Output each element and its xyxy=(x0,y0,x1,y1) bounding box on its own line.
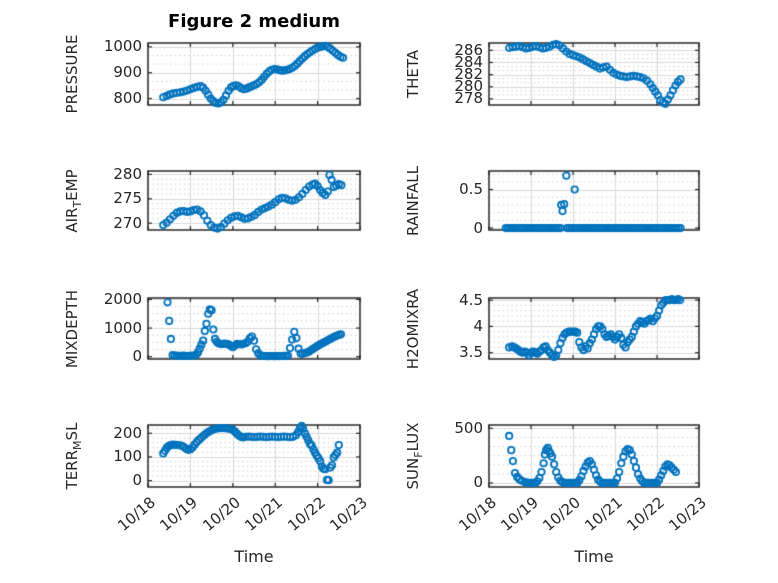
y-tick-label: 900 xyxy=(113,63,142,82)
x-axis-label: Time xyxy=(574,547,614,566)
x-tick-label: 10/20 xyxy=(539,493,584,535)
y-axis-label-text: RAINFALL xyxy=(404,165,422,236)
x-tick-label: 10/23 xyxy=(665,493,710,535)
x-tick-label: 10/22 xyxy=(283,493,329,535)
subplot-terrmsl: 0 100 200 TERRMSL 10/18 10/19 10/20 10/21 10/22 1… xyxy=(63,416,371,566)
y-tick-label: 270 xyxy=(113,213,142,232)
y-axis-label-text: MIXDEPTH xyxy=(63,289,81,368)
y-axis-label-subscript: F xyxy=(412,451,425,458)
y-axis-label-text: EMP xyxy=(63,168,81,201)
y-axis-label-subscript: M xyxy=(71,440,84,450)
plot-area-theta xyxy=(480,34,708,114)
y-axis-label-text: H2OMIXRA xyxy=(404,288,422,369)
plot-area-airtemp xyxy=(139,162,369,239)
y-tick-label: 800 xyxy=(113,89,142,108)
x-tick-label: 10/19 xyxy=(156,493,202,535)
y-axis-label-text: THETA xyxy=(404,49,422,99)
y-tick-label: 275 xyxy=(113,189,142,208)
y-tick-label: 3.5 xyxy=(459,343,483,362)
subplot-h2omixra: 3.5 4 4.5 H2OMIXRA xyxy=(404,288,708,369)
y-tick-label: 0.5 xyxy=(459,180,483,198)
y-tick-label: 4 xyxy=(473,316,483,335)
y-tick-label: 280 xyxy=(454,77,483,96)
y-tick-label: 282 xyxy=(454,65,483,84)
y-tick-label: 500 xyxy=(454,418,483,437)
plot-area-pressure xyxy=(139,34,369,114)
y-tick-label: 200 xyxy=(113,423,142,442)
y-tick-label: 4.5 xyxy=(459,290,483,309)
y-axis-label-subscript: T xyxy=(71,200,84,208)
x-axis-label: Time xyxy=(234,547,274,566)
y-axis-label-text: PRESSURE xyxy=(63,34,81,114)
y-tick-label: 1000 xyxy=(103,318,142,337)
subplot-theta: 278 280 282 284 286 THETA xyxy=(404,34,708,114)
subplot-sunflux: 0 500 SUNFLUX 10/18 10/19 10/20 10/21 10/22 10/2… xyxy=(404,416,710,566)
plot-area-mixdepth xyxy=(139,289,369,368)
subplot-rainfall: 0 0.5 RAINFALL xyxy=(404,162,708,239)
y-axis-label-text: TERR xyxy=(63,449,81,490)
y-tick-label: 278 xyxy=(454,89,483,108)
subplot-airtemp: 270 275 280 AIRTEMP xyxy=(63,162,369,239)
y-tick-label: 0 xyxy=(132,471,142,490)
y-tick-label: 280 xyxy=(113,164,142,183)
plot-area-sunflux xyxy=(480,416,708,496)
y-axis-label-terrmsl: TERRMSL xyxy=(62,376,84,536)
plot-area-terrmsl xyxy=(139,416,369,496)
x-tick-label: 10/18 xyxy=(455,493,500,535)
x-tick-label: 10/19 xyxy=(497,493,542,535)
x-tick-label: 10/22 xyxy=(623,493,668,535)
y-tick-label: 286 xyxy=(454,40,483,59)
y-axis-label-text: AIR xyxy=(63,207,81,233)
y-tick-label: 0 xyxy=(473,218,483,237)
x-tick-label: 10/18 xyxy=(114,493,159,535)
y-axis-label-text: SUN xyxy=(404,457,422,490)
y-tick-label: 284 xyxy=(454,52,483,71)
x-tick-label: 10/23 xyxy=(326,493,371,535)
subplot-pressure: 800 900 1000 PRESSURE xyxy=(63,34,369,114)
figure-title: Figure 2 medium xyxy=(168,11,340,32)
y-axis-label-text: LUX xyxy=(404,422,422,452)
y-tick-label: 2000 xyxy=(103,289,142,308)
y-tick-label: 1000 xyxy=(103,37,142,56)
y-axis-label-sunflux: SUNFLUX xyxy=(403,376,425,536)
plot-area-rainfall xyxy=(480,162,708,239)
y-tick-label: 0 xyxy=(473,473,483,492)
x-tick-label: 10/20 xyxy=(199,493,244,535)
x-tick-label: 10/21 xyxy=(581,493,626,535)
y-axis-label-text: SL xyxy=(63,422,81,441)
plot-area-h2omixra xyxy=(480,289,708,368)
y-tick-label: 0 xyxy=(132,347,142,366)
y-tick-label: 100 xyxy=(113,447,142,466)
subplot-mixdepth: 0 1000 2000 MIXDEPTH xyxy=(63,289,369,368)
x-tick-label: 10/21 xyxy=(241,493,287,535)
